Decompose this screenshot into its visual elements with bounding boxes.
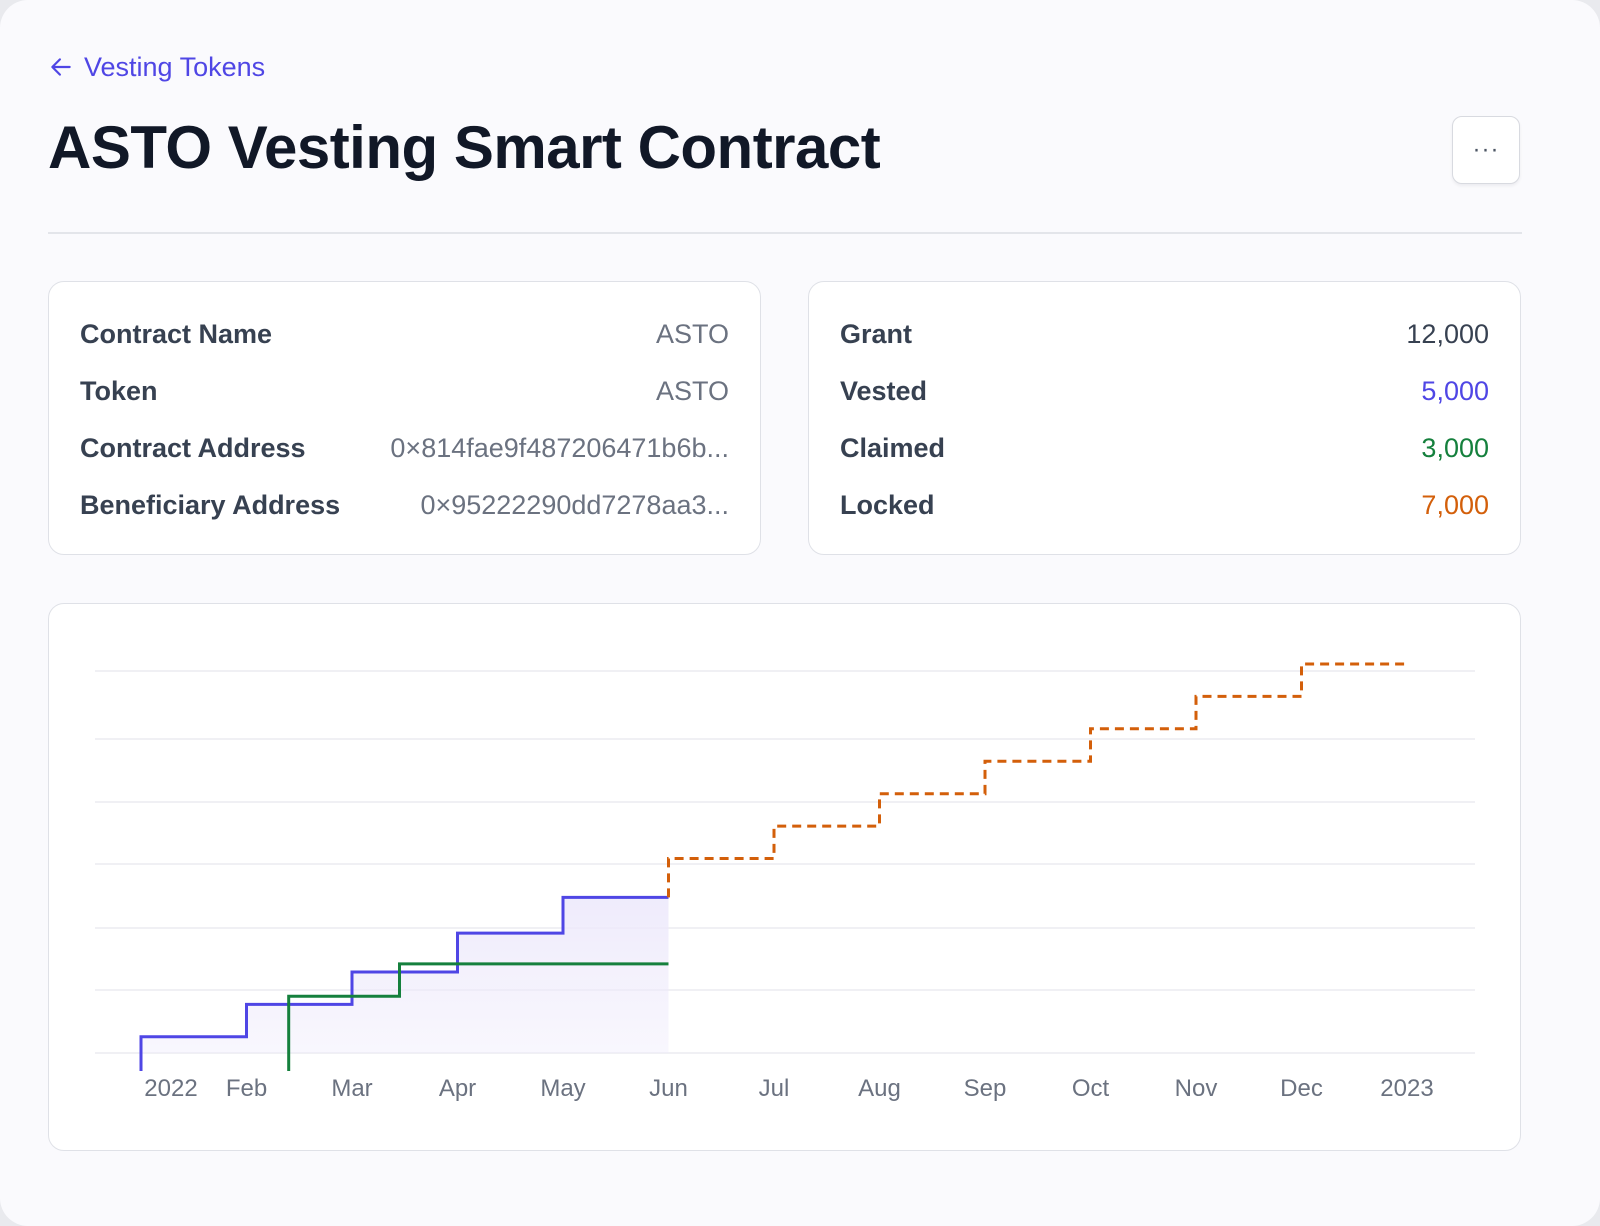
- vested-label: Vested: [840, 375, 928, 406]
- vesting-chart[interactable]: 2022 Feb Mar Apr May Jun Jul Aug Sep Oct Nov Dec 202…: [49, 604, 1522, 1152]
- x-tick-label: May: [540, 1075, 585, 1102]
- locked-value: 7,000: [1421, 489, 1489, 520]
- amounts-card: Grant 12,000 Vested 5,000 Claimed 3,000 …: [808, 281, 1521, 555]
- x-tick-label: Nov: [1175, 1075, 1218, 1102]
- contract-name-value: ASTO: [655, 318, 729, 349]
- beneficiary-address-label: Beneficiary Address: [80, 489, 341, 520]
- claimed-value: 3,000: [1421, 432, 1489, 463]
- series-line-claimed: [287, 962, 669, 1071]
- x-tick-label: Feb: [226, 1075, 267, 1102]
- beneficiary-address-value[interactable]: 0×95222290dd7278aa3...: [420, 489, 729, 520]
- grant-row: Grant 12,000: [840, 314, 1489, 354]
- x-tick-label: 2022: [144, 1075, 197, 1102]
- locked-row: Locked 7,000: [840, 485, 1489, 525]
- series-line-vested: [139, 895, 669, 1071]
- grant-label: Grant: [840, 318, 913, 349]
- back-link[interactable]: Vesting Tokens: [48, 48, 265, 86]
- claimed-row: Claimed 3,000: [840, 428, 1489, 468]
- page-title: ASTO Vesting Smart Contract: [48, 114, 881, 181]
- more-options-button[interactable]: ···: [1452, 116, 1520, 184]
- more-options-icon: ···: [1472, 136, 1500, 163]
- arrow-left-icon: [51, 58, 71, 76]
- vested-value: 5,000: [1421, 375, 1489, 406]
- x-tick-label: Apr: [439, 1075, 476, 1102]
- x-tick-label: Sep: [964, 1075, 1007, 1102]
- token-value: ASTO: [655, 375, 729, 406]
- token-row: Token ASTO: [80, 371, 729, 411]
- vesting-chart-card: 2022 Feb Mar Apr May Jun Jul Aug Sep Oct Nov Dec 202…: [48, 603, 1521, 1151]
- x-tick-label: Aug: [858, 1075, 901, 1102]
- x-tick-label: Mar: [331, 1075, 372, 1102]
- contract-name-row: Contract Name ASTO: [80, 314, 729, 354]
- header-divider: [48, 232, 1522, 234]
- vested-row: Vested 5,000: [840, 371, 1489, 411]
- series-line-locked: [667, 662, 1407, 898]
- token-label: Token: [80, 375, 158, 406]
- contract-address-value[interactable]: 0×814fae9f487206471b6b...: [390, 432, 729, 463]
- contract-address-row: Contract Address 0×814fae9f487206471b6b.…: [80, 428, 729, 468]
- beneficiary-address-row: Beneficiary Address 0×95222290dd7278aa3.…: [80, 485, 729, 525]
- contract-info-card: Contract Name ASTO Token ASTO Contract A…: [48, 281, 761, 555]
- grant-value: 12,000: [1406, 318, 1489, 349]
- x-tick-label: Jun: [649, 1075, 688, 1102]
- vested-area: [141, 897, 669, 1053]
- claimed-label: Claimed: [840, 432, 946, 463]
- x-tick-label: Dec: [1280, 1075, 1323, 1102]
- locked-label: Locked: [840, 489, 935, 520]
- back-link-label: Vesting Tokens: [84, 51, 266, 82]
- x-tick-label: 2023: [1380, 1075, 1433, 1102]
- contract-address-label: Contract Address: [80, 432, 306, 463]
- x-tick-label: Jul: [759, 1075, 790, 1102]
- x-tick-label: Oct: [1072, 1075, 1110, 1102]
- contract-name-label: Contract Name: [80, 318, 273, 349]
